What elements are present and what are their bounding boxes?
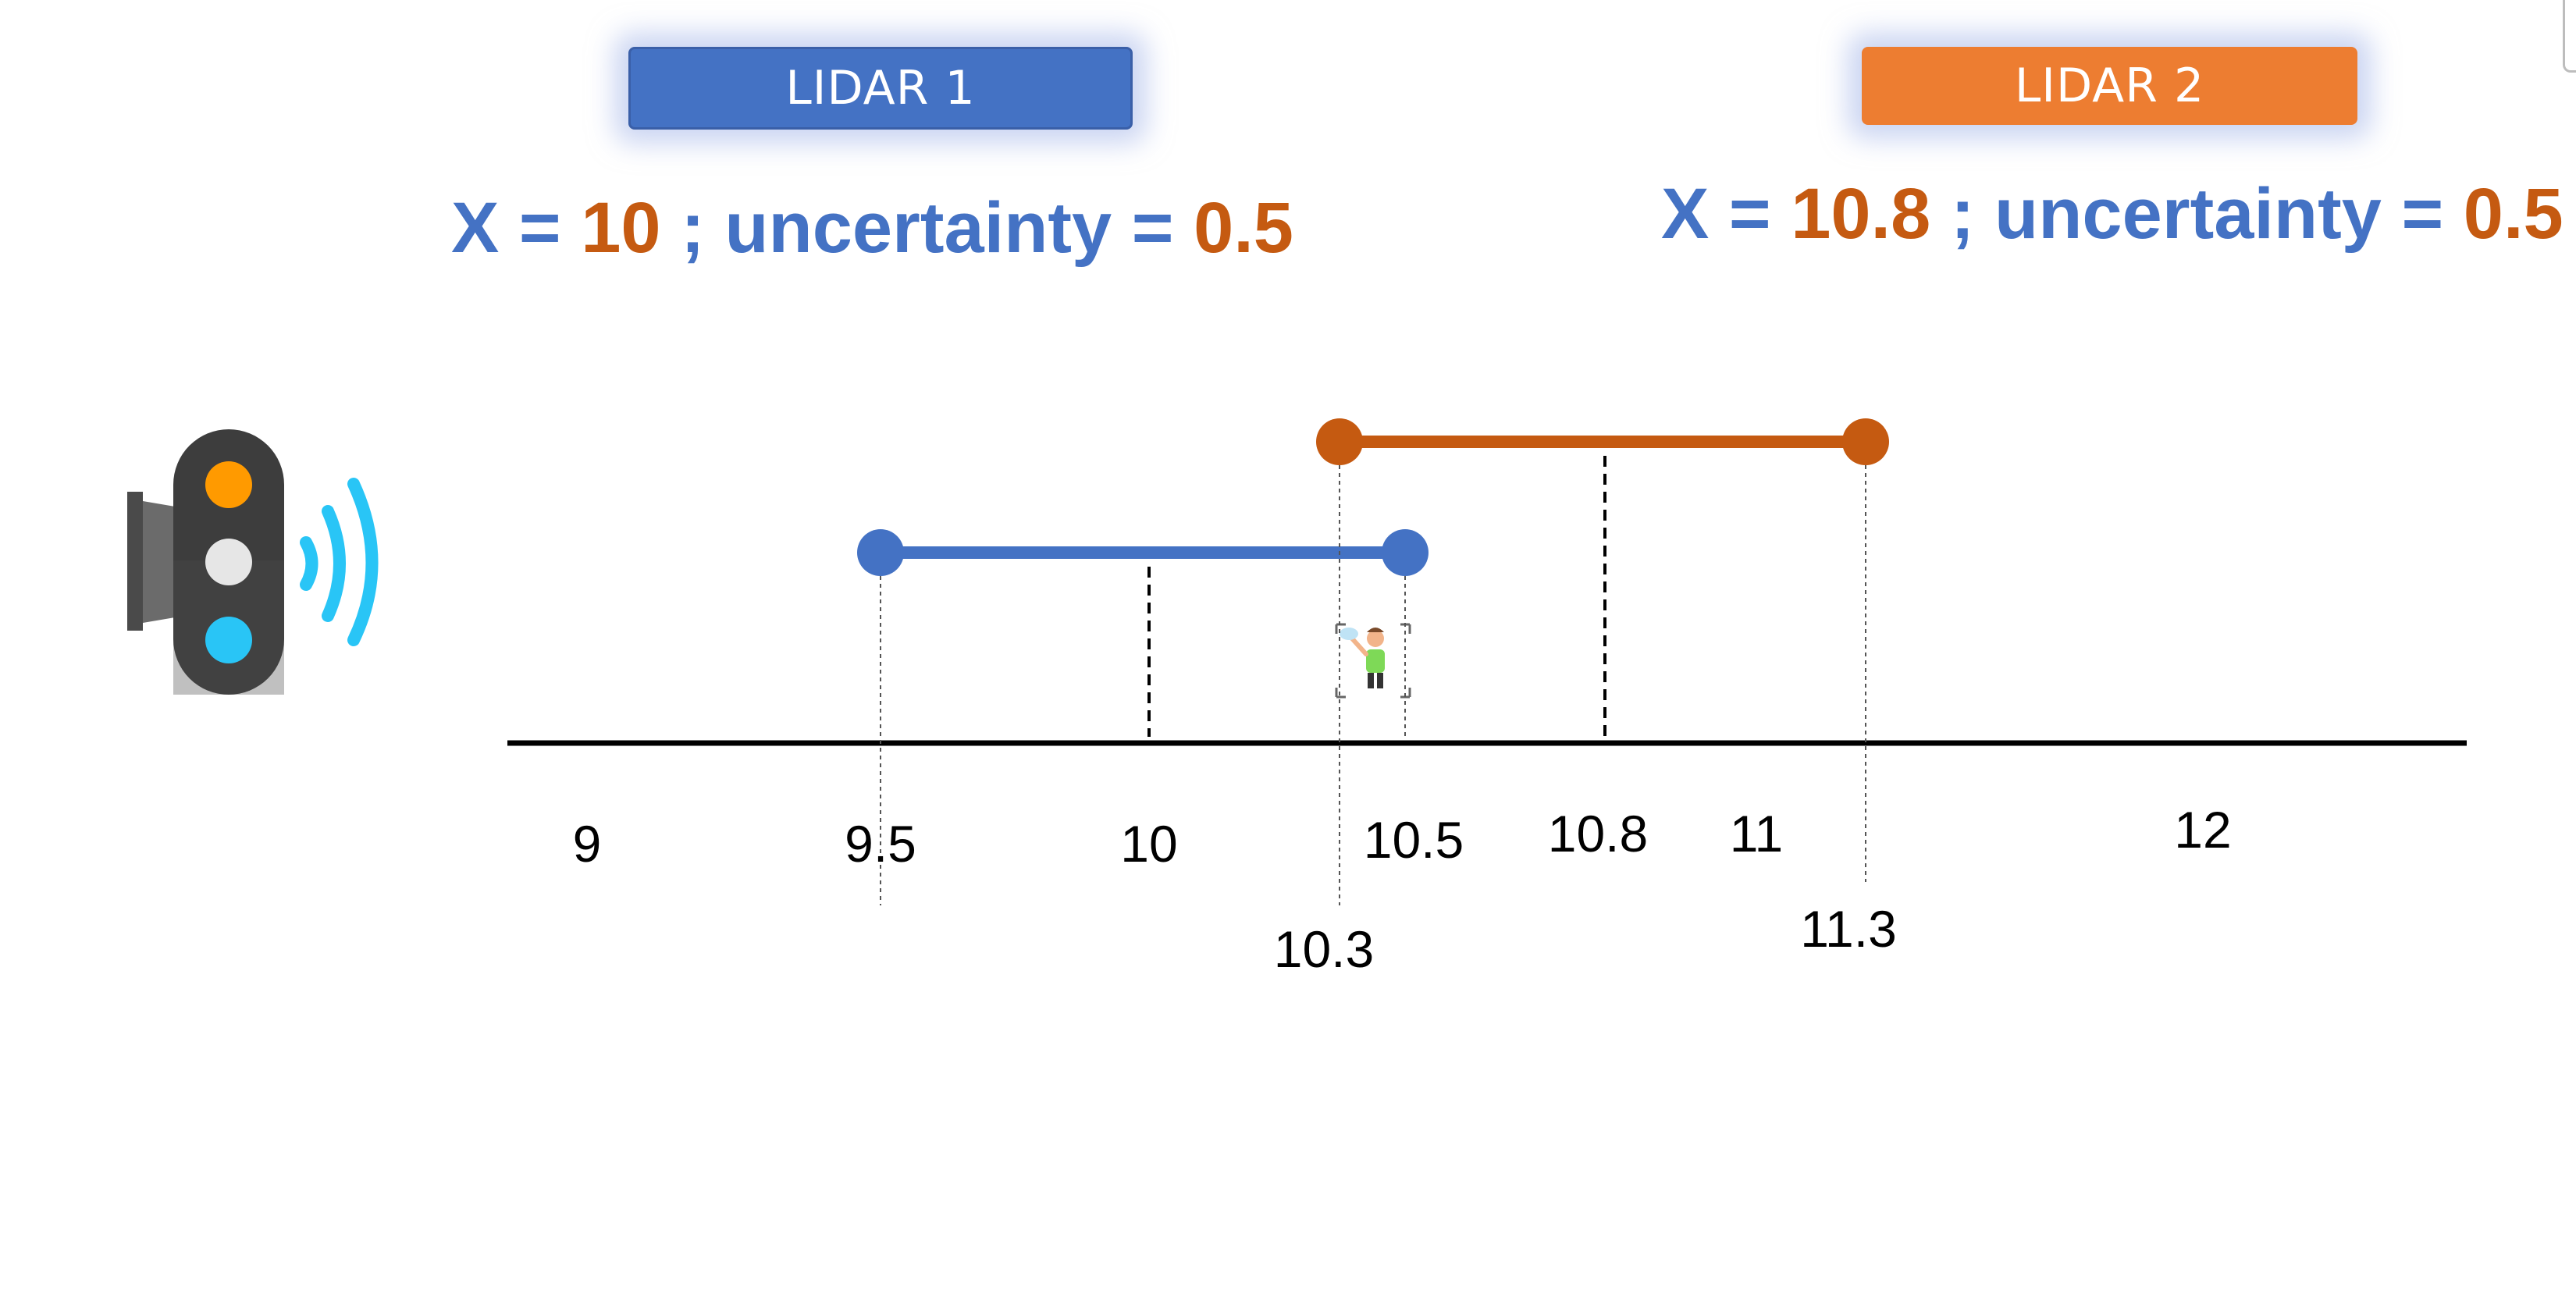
- lidar1-measurement: X = 10 ; uncertainty = 0.5: [451, 187, 1293, 269]
- lidar2-low-endpoint: [1316, 418, 1363, 465]
- lidar1-badge-label: LIDAR 1: [785, 61, 976, 116]
- lidar2-x-prefix: X =: [1661, 174, 1791, 254]
- lidar2-separator: ; uncertainty =: [1930, 174, 2464, 254]
- lidar1-x-value: 10: [581, 188, 661, 268]
- lidar2-uncertainty-value: 0.5: [2463, 174, 2564, 254]
- tick-label-10-8: 10.8: [1547, 805, 1649, 862]
- tick-label-10: 10: [1120, 815, 1178, 873]
- lidar1-separator: ; uncertainty =: [660, 188, 1194, 268]
- interval-layer: [857, 418, 1889, 905]
- lidar2-measurement: X = 10.8 ; uncertainty = 0.5: [1661, 173, 2564, 255]
- lidar1-uncertainty-value: 0.5: [1194, 188, 1293, 268]
- tick-label-9: 9: [572, 815, 602, 873]
- lidar2-x-value: 10.8: [1791, 174, 1931, 254]
- lidar1-high-endpoint: [1382, 529, 1429, 576]
- lidar2-high-endpoint: [1842, 418, 1889, 465]
- tick-label-10-3: 10.3: [1273, 920, 1375, 978]
- tick-label-12: 12: [2174, 801, 2232, 859]
- traffic-light-sensor-icon: [127, 429, 379, 695]
- lidar1-low-endpoint: [857, 529, 904, 576]
- tick-label-9-5: 9.5: [845, 815, 916, 873]
- lidar2-badge-label: LIDAR 2: [2014, 59, 2205, 113]
- window-edge-handle: [2563, 0, 2576, 73]
- lidar1-badge: LIDAR 1: [628, 47, 1133, 130]
- tick-label-11: 11: [1729, 805, 1784, 862]
- waving-person-icon: [1335, 623, 1411, 699]
- lidar1-x-prefix: X =: [451, 188, 582, 268]
- tick-label-11-3: 11.3: [1800, 900, 1897, 958]
- tick-label-10-5: 10.5: [1363, 811, 1464, 869]
- lidar2-badge: LIDAR 2: [1862, 47, 2357, 125]
